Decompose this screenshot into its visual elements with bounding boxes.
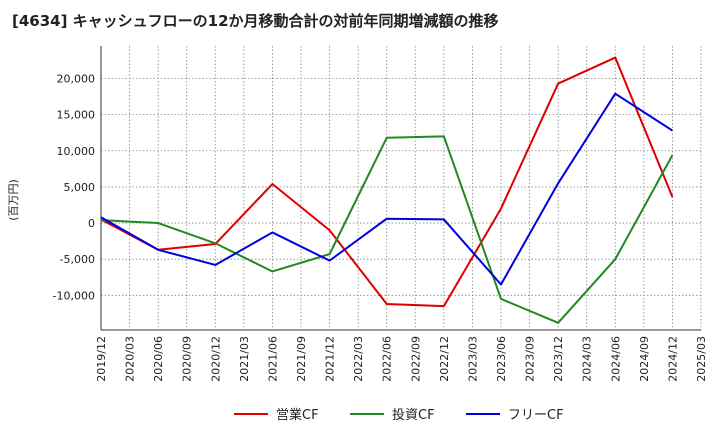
x-tick-label: 2021/09: [295, 336, 308, 382]
x-tick-label: 2020/12: [209, 336, 222, 382]
x-tick-label: 2022/09: [409, 336, 422, 382]
x-tick-label: 2024/12: [666, 336, 679, 382]
x-tick-label: 2024/03: [581, 336, 594, 382]
plot-area: [101, 46, 701, 330]
chart-title: [4634] キャッシュフローの12か月移動合計の対前年同期増減額の推移: [12, 12, 499, 30]
y-tick-label: -10,000: [53, 289, 95, 302]
y-tick-label: 15,000: [57, 109, 96, 122]
y-axis: -10,000 -5,000 0 5,000 10,000 15,000 20,000 (百万…: [7, 46, 102, 330]
x-tick-label: 2021/03: [238, 336, 251, 382]
x-tick-label: 2025/03: [695, 336, 708, 382]
series-line-2: [100, 135, 674, 324]
x-axis: 2019/12 2020/03 2020/06 2020/09 2020/12 2021/…: [95, 329, 708, 382]
x-tick-label: 2021/06: [266, 336, 279, 382]
series-line-1: [100, 56, 674, 308]
series-line-3: [100, 92, 673, 286]
legend: 営業CF 投資CF フリーCF: [234, 407, 564, 423]
y-tick-label: 5,000: [64, 181, 96, 194]
x-tick-label: 2022/03: [352, 336, 365, 382]
legend-label-2: 投資CF: [392, 407, 435, 423]
x-tick-label: 2024/09: [638, 336, 651, 382]
x-tick-label: 2023/03: [466, 336, 479, 382]
y-tick-label: 10,000: [57, 145, 96, 158]
x-tick-label: 2023/12: [552, 336, 565, 382]
y-tick-label: 0: [88, 217, 95, 230]
x-tick-label: 2019/12: [95, 336, 108, 382]
y-tick-label: 20,000: [57, 73, 96, 86]
x-tick-label: 2020/03: [124, 336, 137, 382]
x-tick-label: 2023/06: [495, 336, 508, 382]
x-tick-label: 2022/12: [438, 336, 451, 382]
legend-label-1: 営業CF: [276, 407, 319, 423]
series-lines: [100, 56, 674, 324]
y-tick-label: -5,000: [60, 253, 95, 266]
x-tick-label: 2020/06: [152, 336, 165, 382]
x-tick-label: 2024/06: [609, 336, 622, 382]
y-axis-label: (百万円): [7, 179, 20, 221]
x-tick-label: 2020/09: [181, 336, 194, 382]
x-tick-label: 2021/12: [324, 336, 337, 382]
grid: [100, 46, 702, 330]
x-tick-label: 2023/09: [524, 336, 537, 382]
legend-label-3: フリーCF: [508, 408, 564, 423]
x-tick-label: 2022/06: [381, 336, 394, 382]
